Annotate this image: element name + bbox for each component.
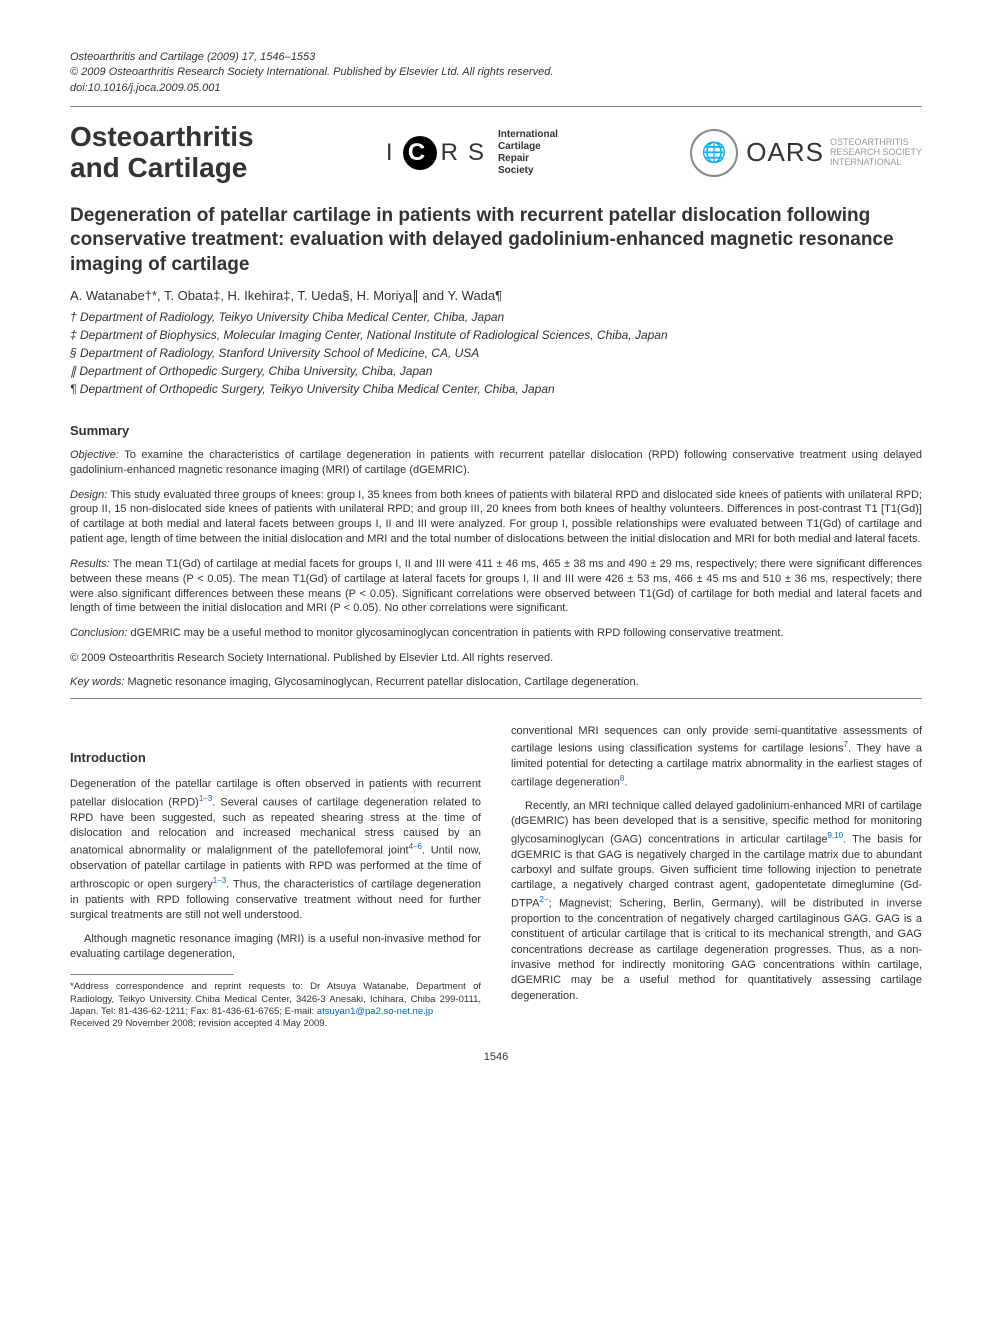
icrs-i: I [386, 139, 399, 167]
globe-icon: 🌐 [690, 129, 738, 177]
abstract-copyright: © 2009 Osteoarthritis Research Society I… [70, 651, 922, 666]
affiliation-2: ‡ Department of Biophysics, Molecular Im… [70, 326, 922, 344]
affiliation-5: ¶ Department of Orthopedic Surgery, Teik… [70, 380, 922, 398]
oarsi-line3: INTERNATIONAL [830, 158, 922, 168]
keywords-label: Key words: [70, 676, 124, 688]
article-title: Degeneration of patellar cartilage in pa… [70, 204, 922, 278]
ref-sup[interactable]: 9,10 [828, 831, 844, 840]
authors: A. Watanabe†*, T. Obata‡, H. Ikehira‡, T… [70, 288, 922, 304]
copyright-line: © 2009 Osteoarthritis Research Society I… [70, 65, 922, 80]
affiliation-1: † Department of Radiology, Teikyo Univer… [70, 308, 922, 326]
icrs-line4: Society [498, 165, 558, 177]
oarsi-full: OSTEOARTHRITIS RESEARCH SOCIETY INTERNAT… [830, 138, 922, 168]
icrs-line1: International [498, 129, 558, 141]
abstract-design: Design: This study evaluated three group… [70, 488, 922, 547]
keywords-text: Magnetic resonance imaging, Glycosaminog… [124, 676, 638, 688]
oarsi-text: OARS OSTEOARTHRITIS RESEARCH SOCIETY INT… [746, 137, 922, 168]
icrs-c-icon: C [403, 136, 437, 170]
icrs-line3: Repair [498, 153, 558, 165]
journal-name: Osteoarthritis and Cartilage [70, 122, 254, 184]
ref-sup[interactable]: 1–3 [199, 794, 212, 803]
keywords: Key words: Magnetic resonance imaging, G… [70, 676, 922, 688]
icrs-r: R [441, 139, 464, 167]
abstract-conclusion: Conclusion: dGEMRIC may be a useful meth… [70, 626, 922, 641]
body-p1: Degeneration of the patellar cartilage i… [70, 777, 481, 923]
abstract-objective: Objective: To examine the characteristic… [70, 448, 922, 478]
oarsi-block: 🌐 OARS OSTEOARTHRITIS RESEARCH SOCIETY I… [690, 129, 922, 177]
footnote-received: Received 29 November 2008; revision acce… [70, 1018, 481, 1030]
masthead: Osteoarthritis and Cartilage I C R S Int… [70, 122, 922, 184]
ref-sup[interactable]: 4–6 [409, 842, 422, 851]
results-text: The mean T1(Gd) of cartilage at medial f… [70, 558, 922, 615]
icrs-full-text: International Cartilage Repair Society [498, 129, 558, 177]
charge-sup: 2− [540, 895, 549, 904]
design-text: This study evaluated three groups of kne… [70, 489, 922, 546]
design-label: Design: [70, 489, 107, 501]
conclusion-text: dGEMRIC may be a useful method to monito… [127, 627, 783, 639]
doi-line: doi:10.1016/j.joca.2009.05.001 [70, 81, 922, 96]
body-columns: Introduction Degeneration of the patella… [70, 724, 922, 1031]
left-column: Introduction Degeneration of the patella… [70, 724, 481, 1031]
body-p3: conventional MRI sequences can only prov… [511, 724, 922, 791]
email-link[interactable]: atsuyan1@pa2.so-net.ne.jp [317, 1006, 433, 1017]
page: Osteoarthritis and Cartilage (2009) 17, … [0, 0, 992, 1113]
abstract-results: Results: The mean T1(Gd) of cartilage at… [70, 557, 922, 616]
ref-sup[interactable]: 1–3 [213, 876, 226, 885]
footnote-divider [70, 974, 234, 975]
page-number: 1546 [70, 1051, 922, 1063]
right-column: conventional MRI sequences can only prov… [511, 724, 922, 1031]
body-p4: Recently, an MRI technique called delaye… [511, 799, 922, 1004]
summary-heading: Summary [70, 423, 922, 438]
p4c: ; Magnevist; Schering, Berlin, Germany),… [511, 897, 922, 1001]
icrs-s: S [468, 139, 490, 167]
objective-text: To examine the characteristics of cartil… [70, 449, 922, 476]
affiliation-4: ∥ Department of Orthopedic Surgery, Chib… [70, 362, 922, 380]
icrs-block: I C R S International Cartilage Repair S… [386, 129, 558, 177]
intro-heading: Introduction [70, 749, 481, 767]
journal-line1: Osteoarthritis [70, 122, 254, 153]
icrs-line2: Cartilage [498, 141, 558, 153]
footnote: *Address correspondence and reprint requ… [70, 981, 481, 1018]
affiliation-3: § Department of Radiology, Stanford Univ… [70, 344, 922, 362]
header-meta: Osteoarthritis and Cartilage (2009) 17, … [70, 50, 922, 96]
body-p2: Although magnetic resonance imaging (MRI… [70, 932, 481, 963]
divider [70, 106, 922, 107]
conclusion-label: Conclusion: [70, 627, 127, 639]
icrs-letters: I C R S [386, 136, 490, 170]
results-label: Results: [70, 558, 110, 570]
journal-line2: and Cartilage [70, 153, 254, 184]
citation-line: Osteoarthritis and Cartilage (2009) 17, … [70, 50, 922, 65]
divider-2 [70, 698, 922, 699]
oarsi-acronym: OARS [746, 137, 824, 168]
p3c: . [624, 776, 627, 788]
objective-label: Objective: [70, 449, 119, 461]
